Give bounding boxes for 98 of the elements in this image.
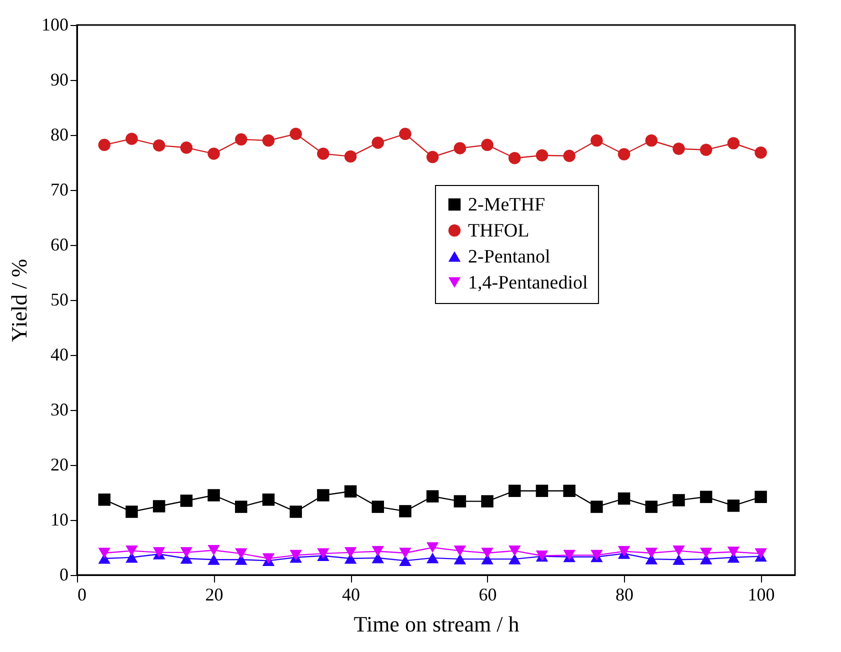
point	[180, 142, 193, 154]
point	[508, 152, 521, 164]
point	[672, 545, 685, 556]
y-tick-label: 20	[50, 454, 68, 474]
point	[262, 494, 275, 506]
point	[700, 548, 712, 558]
y-tick-label: 50	[50, 290, 68, 310]
point	[344, 547, 357, 558]
point	[645, 134, 658, 147]
point	[98, 138, 110, 152]
point	[645, 548, 658, 558]
point	[618, 492, 630, 505]
point	[481, 495, 494, 508]
point	[234, 133, 248, 146]
point	[536, 149, 548, 162]
point	[508, 545, 521, 556]
y-tick-label: 100	[42, 14, 68, 34]
point	[262, 134, 275, 147]
point	[672, 494, 685, 506]
point	[618, 148, 630, 160]
point	[481, 548, 494, 558]
point	[290, 506, 302, 518]
point	[290, 550, 302, 561]
point	[152, 500, 166, 512]
point	[234, 500, 248, 513]
x-tick-label: 0	[78, 584, 86, 604]
point	[727, 546, 740, 558]
point	[208, 148, 220, 160]
point	[426, 542, 439, 553]
point	[645, 500, 658, 513]
point	[180, 494, 193, 507]
point	[98, 494, 110, 506]
point	[563, 150, 576, 162]
y-tick-label: 10	[50, 510, 68, 530]
point	[481, 138, 494, 152]
point	[234, 548, 248, 559]
point	[454, 545, 466, 556]
x-tick-label: 40	[342, 584, 360, 604]
point	[700, 144, 712, 156]
point	[426, 490, 439, 502]
y-tick-label: 90	[50, 70, 68, 90]
point	[454, 554, 466, 564]
point	[180, 547, 193, 558]
point	[372, 500, 384, 513]
point	[590, 134, 603, 147]
point	[317, 148, 330, 160]
point	[426, 552, 439, 564]
x-tick-label: 100	[748, 584, 775, 604]
point	[399, 505, 412, 518]
point	[208, 489, 220, 502]
point	[208, 544, 220, 556]
point	[399, 548, 412, 558]
point	[344, 150, 357, 163]
point	[126, 132, 138, 145]
legend-label: 2-MeTHF	[468, 194, 546, 216]
point	[700, 490, 712, 504]
legend-label: 1,4-Pentanediol	[468, 272, 588, 294]
point	[126, 545, 138, 556]
legend-label: THFOL	[468, 220, 530, 242]
point	[290, 128, 302, 140]
y-tick-label: 60	[50, 234, 68, 254]
x-tick-label: 80	[616, 584, 634, 604]
y-axis-title: Yield / %	[6, 258, 32, 342]
point	[590, 500, 603, 513]
point	[563, 484, 576, 497]
point	[508, 484, 521, 497]
legend-label: 2-Pentanol	[468, 246, 550, 268]
y-tick-label: 40	[50, 344, 68, 364]
x-tick-label: 60	[478, 584, 497, 604]
point	[152, 139, 166, 152]
point	[672, 142, 685, 155]
point	[454, 495, 466, 508]
point	[754, 490, 767, 504]
point	[727, 137, 740, 150]
y-tick-label: 0	[60, 564, 68, 584]
point	[536, 484, 548, 497]
x-tick-label: 20	[205, 584, 224, 604]
point	[399, 555, 412, 566]
point	[754, 146, 767, 159]
point	[372, 136, 384, 149]
point	[317, 548, 330, 559]
point	[426, 150, 439, 164]
point	[399, 128, 412, 140]
point	[126, 506, 138, 518]
point	[344, 485, 357, 498]
point	[208, 554, 220, 565]
point	[508, 554, 521, 564]
point	[672, 554, 685, 565]
point	[317, 489, 330, 502]
point	[372, 546, 384, 557]
y-tick-label: 70	[50, 180, 68, 200]
x-axis-title: Time on stream / h	[354, 612, 520, 636]
point	[98, 548, 110, 558]
point	[454, 142, 466, 154]
y-tick-label: 80	[50, 124, 68, 144]
point	[754, 548, 767, 559]
point	[727, 500, 740, 512]
y-tick-label: 30	[50, 400, 68, 420]
